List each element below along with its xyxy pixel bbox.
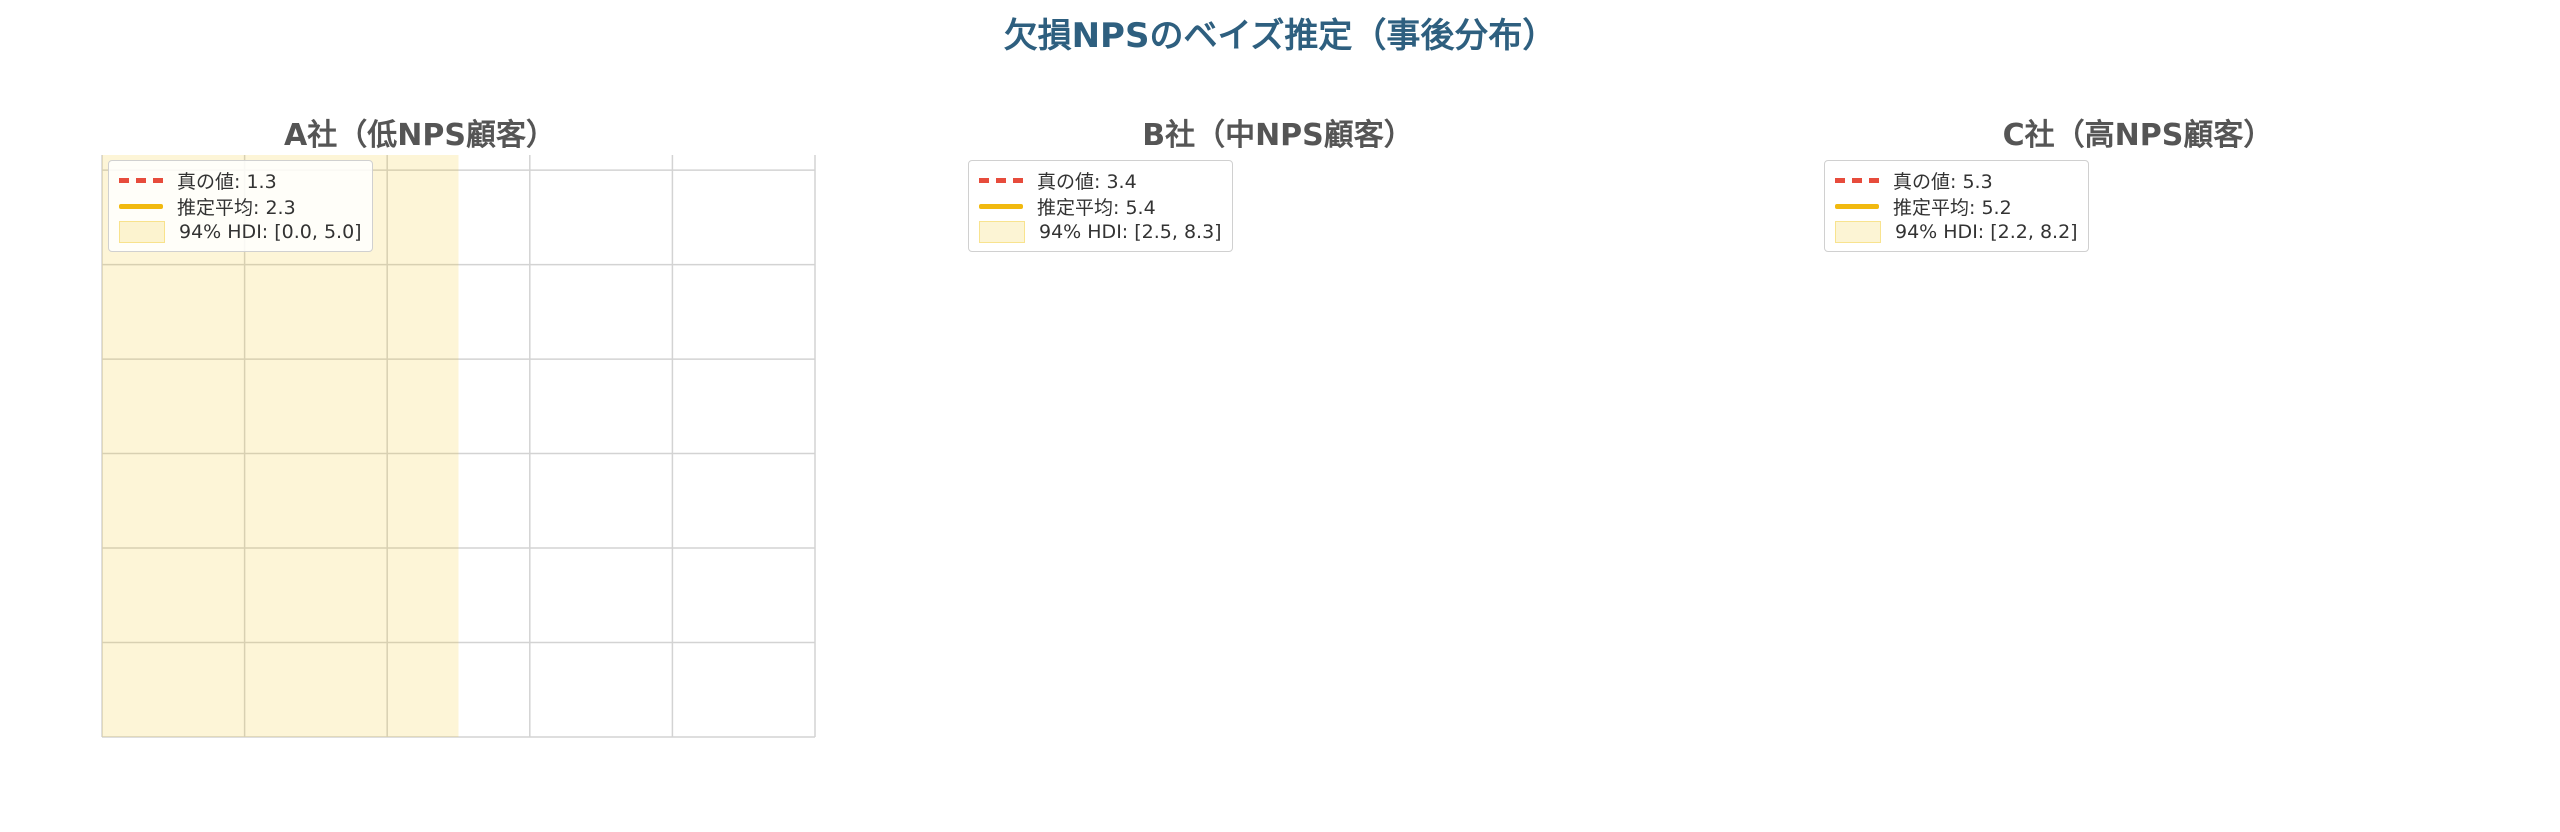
shaded-patch-icon (119, 221, 165, 243)
histogram-plot (101, 155, 816, 738)
chart-title: A社（低NPS顧客） (284, 118, 556, 153)
legend-item-hdi: 94% HDI: [2.2, 8.2] (1835, 219, 2078, 245)
legend: 真の値: 5.3 推定平均: 5.2 94% HDI: [2.2, 8.2] (1824, 160, 2089, 252)
chart-title: B社（中NPS顧客） (1142, 118, 1414, 153)
solid-line-icon (119, 203, 163, 209)
shaded-patch-icon (1835, 221, 1881, 243)
legend: 真の値: 3.4 推定平均: 5.4 94% HDI: [2.5, 8.3] (968, 160, 1233, 252)
chart-title: C社（高NPS顧客） (2002, 118, 2274, 153)
dashed-line-icon (119, 177, 163, 183)
legend-item-hdi: 94% HDI: [2.5, 8.3] (979, 219, 1222, 245)
legend-item-true-value: 真の値: 5.3 (1835, 167, 2078, 193)
chart-panel-c: C社（高NPS顧客） 真の値: 5.3 推定平均: 5.2 94% HDI: [… (1716, 100, 2560, 828)
legend-item-mean: 推定平均: 2.3 (119, 193, 362, 219)
legend-item-mean: 推定平均: 5.4 (979, 193, 1222, 219)
figure-title: 欠損NPSのベイズ推定（事後分布） (1003, 16, 1557, 56)
legend-item-true-value: 真の値: 1.3 (119, 167, 362, 193)
legend-item-mean: 推定平均: 5.2 (1835, 193, 2078, 219)
dashed-line-icon (979, 177, 1023, 183)
legend-item-hdi: 94% HDI: [0.0, 5.0] (119, 219, 362, 245)
legend: 真の値: 1.3 推定平均: 2.3 94% HDI: [0.0, 5.0] (108, 160, 373, 252)
chart-panel-b: B社（中NPS顧客） 真の値: 3.4 推定平均: 5.4 94% HDI: [… (858, 100, 1698, 828)
shaded-patch-icon (979, 221, 1025, 243)
chart-panel-a: A社（低NPS顧客） 真の値: 1.3 推定平均: 2.3 94% HDI: [… (0, 100, 840, 828)
legend-item-true-value: 真の値: 3.4 (979, 167, 1222, 193)
solid-line-icon (1835, 203, 1879, 209)
solid-line-icon (979, 203, 1023, 209)
dashed-line-icon (1835, 177, 1879, 183)
